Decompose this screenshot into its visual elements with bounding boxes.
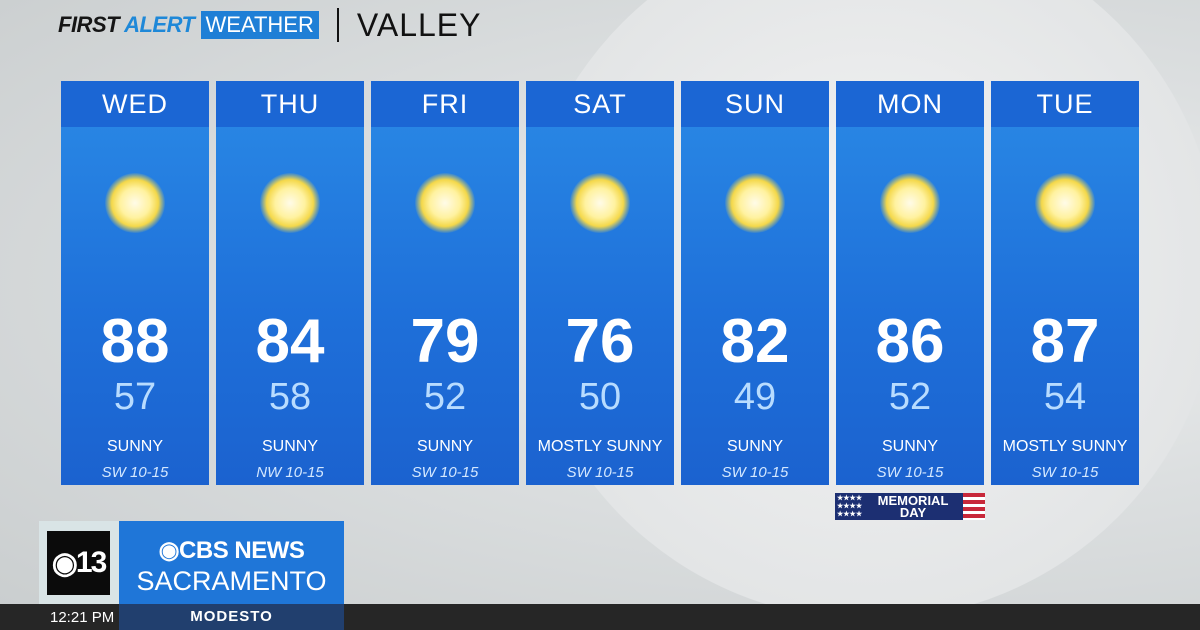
forecast-card-sun: SUN 82 49 SUNNY SW 10-15 xyxy=(681,81,829,485)
divider xyxy=(336,8,339,42)
condition: SUNNY xyxy=(726,438,783,455)
high-temp: 88 xyxy=(100,307,170,376)
sun-icon xyxy=(260,173,320,233)
day-label: TUE xyxy=(991,81,1139,127)
day-label: WED xyxy=(61,81,209,127)
day-label: SUN xyxy=(681,81,829,127)
wind: NW 10-15 xyxy=(256,464,324,481)
day-label: THU xyxy=(216,81,364,127)
low-temp: 50 xyxy=(578,376,622,418)
network-text: CBS NEWS xyxy=(179,537,305,564)
forecast-card-mon: MON 86 52 SUNNY SW 10-15 xyxy=(836,81,984,485)
low-temp: 54 xyxy=(1043,376,1087,418)
forecast-card-tue: TUE 87 54 MOSTLY SUNNY SW 10-15 xyxy=(991,81,1139,485)
forecast-card-thu: THU 84 58 SUNNY NW 10-15 xyxy=(216,81,364,485)
wind: SW 10-15 xyxy=(566,464,634,481)
wind: SW 10-15 xyxy=(721,464,789,481)
ticker-bar: 12:21 PM MODESTO xyxy=(0,604,1200,630)
low-temp: 57 xyxy=(113,376,157,418)
condition: SUNNY xyxy=(106,438,163,455)
wind: SW 10-15 xyxy=(411,464,479,481)
channel-number: 13 xyxy=(75,546,107,579)
forecast-card-wed: WED 88 57 SUNNY SW 10-15 xyxy=(61,81,209,485)
low-temp: 52 xyxy=(423,376,467,418)
cbs13-logo: ◉ 13 xyxy=(47,531,110,595)
graphic-header: FIRST ALERT WEATHER VALLEY xyxy=(58,6,482,43)
day-label: SAT xyxy=(526,81,674,127)
holiday-line1: MEMORIAL xyxy=(877,492,949,508)
sun-icon xyxy=(725,173,785,233)
station-banner: ◉CBS NEWS SACRAMENTO xyxy=(119,521,344,604)
region-title: VALLEY xyxy=(356,6,482,43)
high-temp: 84 xyxy=(255,307,325,376)
sun-icon xyxy=(570,173,630,233)
condition: SUNNY xyxy=(416,438,473,455)
clock: 12:21 PM xyxy=(50,609,115,626)
stars-icon: ★★★★ ★★★★ ★★★★ xyxy=(837,494,863,518)
high-temp: 82 xyxy=(720,307,790,376)
wind: SW 10-15 xyxy=(1031,464,1099,481)
sun-icon xyxy=(415,173,475,233)
brand-alert: ALERT xyxy=(124,12,195,37)
forecast-card-fri: FRI 79 52 SUNNY SW 10-15 xyxy=(371,81,519,485)
low-temp: 58 xyxy=(268,376,312,418)
wind: SW 10-15 xyxy=(876,464,944,481)
low-temp: 49 xyxy=(733,376,777,418)
condition: MOSTLY SUNNY xyxy=(1002,438,1128,455)
network-name: ◉CBS NEWS xyxy=(158,537,305,564)
day-label: MON xyxy=(836,81,984,127)
ticker-location: MODESTO xyxy=(119,604,344,630)
memorial-day-badge: ★★★★ ★★★★ ★★★★ MEMORIAL DAY xyxy=(835,493,985,520)
condition: MOSTLY SUNNY xyxy=(537,438,663,455)
sun-icon xyxy=(880,173,940,233)
station-city: SACRAMENTO xyxy=(136,566,327,596)
sun-icon xyxy=(1035,173,1095,233)
sun-icon xyxy=(105,173,165,233)
holiday-line2: DAY xyxy=(899,504,927,520)
high-temp: 79 xyxy=(410,307,480,376)
forecast-card-sat: SAT 76 50 MOSTLY SUNNY SW 10-15 xyxy=(526,81,674,485)
brand-first: FIRST xyxy=(58,12,120,37)
condition: SUNNY xyxy=(261,438,318,455)
condition: SUNNY xyxy=(881,438,938,455)
brand-weather: WEATHER xyxy=(200,11,319,39)
stripes-icon xyxy=(963,493,985,520)
high-temp: 76 xyxy=(565,307,635,376)
low-temp: 52 xyxy=(888,376,932,418)
high-temp: 86 xyxy=(875,307,945,376)
wind: SW 10-15 xyxy=(101,464,169,481)
high-temp: 87 xyxy=(1030,307,1100,376)
day-label: FRI xyxy=(371,81,519,127)
